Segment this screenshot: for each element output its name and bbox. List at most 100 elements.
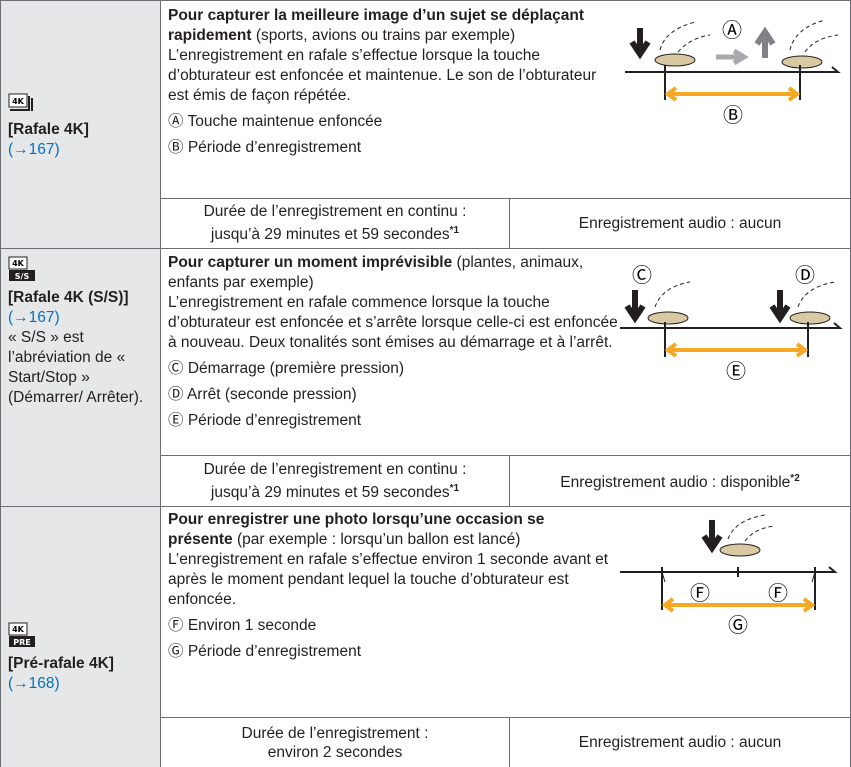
mode-note: « S/S » est l’abréviation de « Start/Sto… (8, 329, 144, 406)
period-arrow (661, 597, 816, 613)
icon-bar (10, 109, 30, 111)
footnote: *1 (449, 225, 460, 237)
mark: Ⓒ (168, 360, 184, 377)
diagram: Ⓕ Ⓕ Ⓖ (620, 514, 838, 637)
text: Période d’enregistrement (187, 139, 362, 156)
icon-bar (9, 636, 35, 647)
paragraph: L’enregistrement en rafale s’effectue lo… (168, 47, 597, 104)
icon-frame (8, 93, 28, 108)
legend-item: Ⓕ Environ 1 seconde (168, 616, 613, 636)
diagram-label: Ⓕ (690, 581, 710, 605)
footnote: *1 (449, 482, 460, 494)
duration-cell: Durée de l’enregistrement en continu : ju… (160, 198, 510, 249)
icon-text: PRE (13, 638, 31, 647)
button (647, 311, 689, 325)
icon-frame (8, 622, 28, 636)
mode-icon: 4K (8, 93, 33, 111)
legend-item: Ⓖ Période d’enregistrement (168, 642, 613, 662)
text: (sports, avions ou trains par exemple) (255, 27, 516, 44)
release-arrow (754, 26, 776, 58)
icon-frame (8, 256, 28, 270)
description: Pour capturer la meilleure image d’un su… (168, 6, 618, 158)
text: Période d’enregistrement (187, 643, 362, 660)
page-ref[interactable]: (→168) (8, 675, 60, 692)
duration-cell: Durée de l’enregistrement en continu : ju… (160, 455, 510, 507)
text: (plantes, animaux, enfants par exemple) (168, 254, 584, 291)
mode-name: [Rafale 4K (S/S)] (8, 289, 129, 306)
text: jusqu’à 29 minutes et 59 secondes (210, 226, 450, 244)
paragraph: L’enregistrement en rafale commence lors… (168, 294, 618, 351)
text: Touche maintenue enfoncée (187, 113, 383, 130)
icon-text: 4K (12, 259, 25, 268)
period-arrow (664, 342, 809, 358)
text: Environ 1 seconde (187, 617, 317, 634)
legend-item: Ⓐ Touche maintenue enfoncée (168, 112, 618, 132)
mode-cell (0, 0, 161, 249)
mode-name: [Pré-rafale 4K] (8, 655, 114, 672)
text: Enregistrement audio : disponible (560, 474, 791, 492)
diagram: Ⓒ Ⓓ Ⓔ (620, 263, 843, 382)
mark: Ⓕ (168, 617, 184, 634)
mode-label: 4K PRE [Pré-rafale 4K] (→168) (8, 622, 158, 694)
tick (661, 567, 816, 610)
paragraph: Pour enregistrer une photo lorsqu’une oc… (168, 510, 613, 550)
audio-cell: Enregistrement audio : disponible*2 (509, 455, 851, 507)
button (719, 543, 761, 557)
lead: Pour capturer un moment imprévisible (168, 254, 453, 271)
text: jusqu’à 29 minutes et 59 secondes (210, 484, 450, 502)
legend-item: Ⓔ Période d’enregistrement (168, 411, 618, 431)
timeline (625, 66, 841, 73)
paragraph: Pour capturer un moment imprévisible (pl… (168, 253, 618, 293)
press-arrow (769, 290, 791, 324)
text: (par exemple : lorsqu’un ballon est lanc… (236, 531, 521, 548)
mode-label: 4K S/S [Rafale 4K (S/S)] (→167) « S/S » e… (8, 256, 158, 408)
paragraph: L’enregistrement en rafale s’effectue en… (168, 551, 609, 608)
diagram-label: Ⓖ (728, 613, 748, 637)
icon-bar (31, 98, 33, 111)
legend-item: Ⓒ Démarrage (première pression) (168, 359, 618, 379)
mode-label: 4K [Rafale 4K] (→167) (8, 92, 158, 160)
text: Durée de l’enregistrement en continu : (203, 203, 467, 221)
finger (727, 514, 776, 542)
timeline (620, 566, 838, 573)
description: Pour capturer un moment imprévisible (pl… (168, 253, 618, 431)
audio-cell: Enregistrement audio : aucun (509, 717, 851, 767)
text: Durée de l’enregistrement : (241, 724, 429, 742)
footnote: *2 (790, 473, 800, 485)
finger (789, 19, 839, 53)
page-ref[interactable]: (→167) (8, 309, 60, 326)
mode-icon: 4K S/S (8, 256, 35, 281)
icon-text: 4K (12, 625, 25, 634)
press-arrow (629, 28, 651, 60)
diagram: Ⓐ Ⓑ (625, 18, 841, 127)
icon-bar (9, 270, 35, 281)
text: Enregistrement audio : aucun (578, 734, 782, 751)
timeline (620, 322, 843, 329)
icon-text: 4K (12, 97, 25, 106)
mark: Ⓓ (168, 386, 184, 403)
diagram-label: Ⓐ (722, 18, 742, 42)
finger (797, 281, 836, 308)
diagram-label: Ⓓ (795, 263, 815, 287)
diagram-label: Ⓒ (632, 263, 652, 287)
mark: Ⓔ (168, 412, 184, 429)
mark: Ⓑ (168, 139, 184, 156)
press-arrow (701, 520, 723, 554)
text: Période d’enregistrement (187, 412, 362, 429)
paragraph: Pour capturer la meilleure image d’un su… (168, 6, 618, 46)
button (654, 53, 696, 67)
text: Démarrage (première pression) (187, 360, 405, 377)
text: Durée de l’enregistrement en continu : (203, 460, 467, 478)
text: jusqu’à 29 minutes et 59 secondes*1 (211, 479, 459, 502)
page-ref[interactable]: (→167) (8, 141, 60, 158)
lead: Pour enregistrer une photo lorsqu’une oc… (168, 511, 545, 548)
mode-icon: 4K PRE (8, 622, 35, 647)
diagram-label: Ⓑ (723, 103, 743, 127)
press-arrow (624, 290, 646, 324)
text: Arrêt (seconde pression) (186, 386, 357, 403)
mark: Ⓖ (168, 643, 184, 660)
text: environ 2 secondes (267, 743, 403, 761)
period-arrow (664, 86, 801, 102)
diagram-label: Ⓕ (768, 581, 788, 605)
text: Enregistrement audio : disponible*2 (560, 469, 800, 492)
